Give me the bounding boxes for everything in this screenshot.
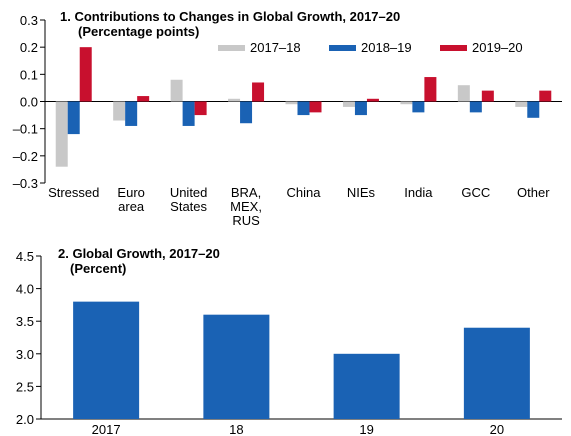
panel1-bar-2019-20: [137, 96, 150, 102]
panel2-bar: [463, 327, 530, 419]
panel1-category-label: Other: [517, 185, 550, 200]
legend-swatch-2019-20: [440, 45, 467, 51]
panel2-bar: [73, 301, 140, 419]
panel2-y-tick-label: 4.0: [16, 282, 34, 297]
panel2-category-label: 20: [490, 422, 504, 436]
legend-label-2019-20: 2019–20: [472, 40, 523, 55]
panel2-category-labels: 2017 18 19 20: [92, 422, 504, 436]
panel1-bar-2019-20: [539, 90, 552, 102]
panel1-bar-2019-20: [309, 101, 322, 113]
panel1-bar-2018-19: [67, 101, 80, 135]
panel1-bar-2019-20: [79, 47, 92, 102]
panel2-y-tick-label: 2.0: [16, 412, 34, 427]
panel2-y-tick-label: 2.5: [16, 379, 34, 394]
panel1-y-axis: 0.3 0.2 0.1 0.0 –0.1 –0.2 –0.3: [13, 13, 46, 191]
panel1-category-label: BRA, MEX, RUS: [230, 185, 262, 228]
panel1-bar-2017-18: [228, 98, 241, 102]
panel2-category-label: 19: [359, 422, 373, 436]
panel1-category-label: GCC: [461, 185, 490, 200]
panel1-bar-2019-20: [194, 101, 207, 116]
panel1-category-label: India: [404, 185, 433, 200]
panel1-bar-2017-18: [457, 85, 470, 102]
panel2-subtitle: (Percent): [70, 261, 126, 276]
panel1-bar-2018-19: [469, 101, 482, 113]
panel1-bar-2019-20: [424, 77, 437, 102]
panel2-bar: [333, 353, 400, 419]
panel1-bar-2018-19: [297, 101, 310, 116]
panel1-bars: [45, 47, 562, 167]
panel-global-growth: 2. Global Growth, 2017–20 (Percent) 4.54…: [16, 246, 562, 436]
panel1-category-label: Euro area: [117, 185, 145, 214]
panel1-bar-2017-18: [55, 101, 68, 167]
panel2-y-axis: 4.5 4.0 3.5 3.0 2.5 2.0: [16, 249, 42, 427]
panel1-bar-2017-18: [113, 101, 126, 121]
panel1-bar-2019-20: [252, 82, 265, 102]
panel1-y-tick-label: 0.0: [20, 95, 38, 110]
panel1-y-tick-label: 0.3: [20, 13, 38, 28]
panel1-bar-2019-20: [366, 98, 379, 102]
panel1-y-tick-label: –0.3: [13, 176, 38, 191]
panel2-bars: [41, 301, 562, 420]
panel1-bar-2018-19: [412, 101, 425, 113]
legend-label-2018-19: 2018–19: [361, 40, 412, 55]
panel1-bar-2018-19: [240, 101, 253, 124]
panel2-title: 2. Global Growth, 2017–20: [58, 246, 220, 261]
panel1-y-tick-label: –0.2: [13, 149, 38, 164]
panel1-bar-2017-18: [285, 101, 298, 105]
panel1-bar-2017-18: [400, 101, 413, 105]
panel1-bar-2017-18: [342, 101, 355, 107]
panel1-category-labels: Stressed Euro area United States BRA, MEX, RUS C…: [48, 185, 550, 228]
legend-swatch-2017-18: [218, 45, 245, 51]
panel1-bar-2019-20: [481, 90, 494, 102]
panel1-category-label: China: [287, 185, 322, 200]
panel1-y-tick-label: –0.1: [13, 122, 38, 137]
panel1-bar-2018-19: [125, 101, 138, 126]
panel1-bar-2018-19: [182, 101, 195, 126]
panel2-y-tick-label: 3.5: [16, 314, 34, 329]
panel2-category-label: 18: [229, 422, 243, 436]
panel1-legend: 2017–18 2018–19 2019–20: [218, 40, 523, 55]
panel1-bar-2017-18: [170, 79, 183, 102]
panel1-category-label: Stressed: [48, 185, 99, 200]
panel1-y-tick-label: 0.1: [20, 67, 38, 82]
legend-swatch-2018-19: [329, 45, 356, 51]
panel1-title: 1. Contributions to Changes in Global Gr…: [60, 9, 400, 24]
panel-contributions: 1. Contributions to Changes in Global Gr…: [13, 9, 562, 228]
panel2-category-label: 2017: [92, 422, 121, 436]
panel2-bar: [203, 314, 270, 419]
panel1-subtitle: (Percentage points): [78, 24, 199, 39]
panel1-bar-2017-18: [515, 101, 528, 107]
panel2-y-tick-label: 3.0: [16, 347, 34, 362]
panel1-category-label: NIEs: [347, 185, 376, 200]
legend-label-2017-18: 2017–18: [250, 40, 301, 55]
panel2-y-tick-label: 4.5: [16, 249, 34, 264]
panel1-y-tick-label: 0.2: [20, 40, 38, 55]
panel1-bar-2018-19: [354, 101, 367, 116]
panel1-bar-2018-19: [527, 101, 540, 118]
panel1-category-label: United States: [170, 185, 208, 214]
